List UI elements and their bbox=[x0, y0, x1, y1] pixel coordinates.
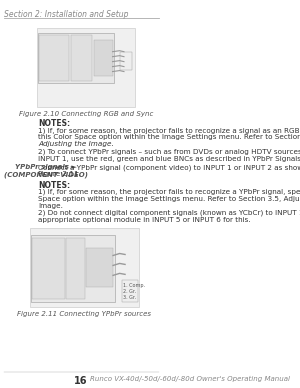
Text: YPbPr signals ►
(COMPONENT VIDEO): YPbPr signals ► (COMPONENT VIDEO) bbox=[4, 164, 88, 178]
Text: NOTES:: NOTES: bbox=[38, 119, 70, 128]
Bar bbox=[86, 248, 113, 287]
Bar bbox=[66, 237, 85, 299]
Bar bbox=[94, 40, 112, 76]
Text: Image.: Image. bbox=[38, 203, 63, 209]
Bar bbox=[71, 35, 92, 81]
Text: Section 2: Installation and Setup: Section 2: Installation and Setup bbox=[4, 10, 129, 19]
Text: 1) If, for some reason, the projector fails to recognize a YPbPr signal, specify: 1) If, for some reason, the projector fa… bbox=[38, 189, 300, 196]
Text: NOTES:: NOTES: bbox=[38, 181, 70, 190]
Text: 2) Do not connect digital component signals (known as YCbCr) to INPUT 1. Install: 2) Do not connect digital component sign… bbox=[38, 210, 300, 216]
Bar bbox=[31, 235, 115, 302]
Bar bbox=[122, 280, 138, 302]
FancyBboxPatch shape bbox=[30, 228, 139, 307]
FancyBboxPatch shape bbox=[37, 28, 135, 107]
Bar bbox=[120, 52, 132, 69]
Text: Connect a YPbPr signal (component video) to INPUT 1 or INPUT 2 as shown in: Connect a YPbPr signal (component video)… bbox=[38, 164, 300, 170]
Bar bbox=[39, 35, 69, 81]
Text: Space option within the Image Settings menu. Refer to Section 3.5, Adjusting the: Space option within the Image Settings m… bbox=[38, 196, 300, 202]
Text: this Color Space option within the Image Settings menu. Refer to Section 3.5,: this Color Space option within the Image… bbox=[38, 134, 300, 140]
Text: 16: 16 bbox=[74, 376, 87, 386]
Text: Adjusting the Image.: Adjusting the Image. bbox=[38, 141, 114, 147]
Text: Figure 2.11 Connecting YPbPr sources: Figure 2.11 Connecting YPbPr sources bbox=[17, 311, 151, 317]
Bar bbox=[32, 237, 65, 299]
Text: Figure 2.10 Connecting RGB and Sync: Figure 2.10 Connecting RGB and Sync bbox=[19, 111, 153, 118]
Text: appropriate optional module in INPUT 5 or INPUT 6 for this.: appropriate optional module in INPUT 5 o… bbox=[38, 217, 251, 223]
Text: 2) To connect YPbPr signals – such as from DVDs or analog HDTV sources – to: 2) To connect YPbPr signals – such as fr… bbox=[38, 148, 300, 154]
Text: Runco VX-40d/-50d/-60d/-80d Owner's Operating Manual: Runco VX-40d/-50d/-60d/-80d Owner's Oper… bbox=[90, 376, 290, 382]
Text: INPUT 1, use the red, green and blue BNCs as described in YPbPr Signals (below).: INPUT 1, use the red, green and blue BNC… bbox=[38, 155, 300, 161]
Text: Figure 2.11.: Figure 2.11. bbox=[38, 171, 81, 177]
Text: 1. Comp.: 1. Comp. bbox=[123, 283, 145, 288]
Bar bbox=[38, 33, 114, 83]
Text: 2. Gr.: 2. Gr. bbox=[123, 289, 136, 294]
Text: 1) If, for some reason, the projector fails to recognize a signal as an RGB sign: 1) If, for some reason, the projector fa… bbox=[38, 127, 300, 134]
Text: 3. Gr.: 3. Gr. bbox=[123, 295, 136, 300]
